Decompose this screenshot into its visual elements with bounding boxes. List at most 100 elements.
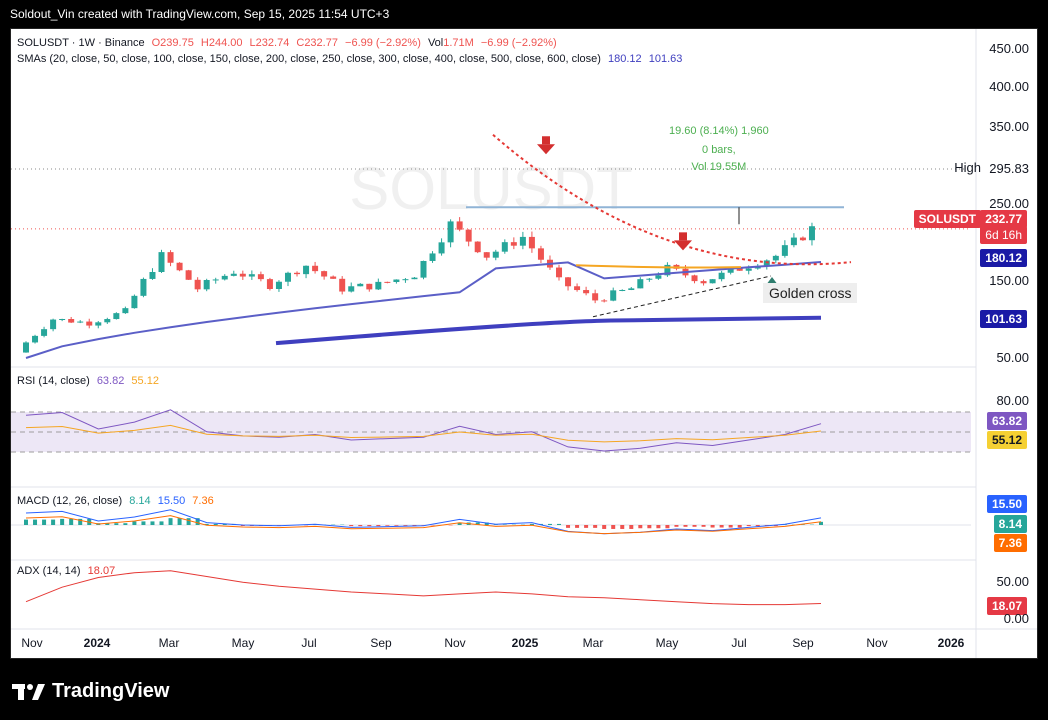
rsi-line (25, 409, 822, 452)
candle-body (528, 236, 535, 249)
rsi-value: 63.82 (96, 375, 125, 387)
candle-body (294, 272, 301, 275)
tradingview-icon (12, 683, 45, 700)
macd-histogram-bar (412, 525, 417, 526)
sma-legend[interactable]: SMAs (20, close, 50, close, 100, close, … (17, 53, 686, 65)
footer-bar (0, 659, 1048, 720)
macd-histogram-bar (755, 525, 760, 527)
macd-histogram-bar (773, 525, 778, 527)
y-tick: 450.00 (989, 41, 1029, 56)
rsi-signal-value: 55.12 (131, 375, 159, 387)
macd-histogram-bar (701, 525, 706, 527)
macd-histogram-bar (529, 523, 534, 525)
last-price-badge: 232.77 (980, 210, 1027, 228)
candle-body (583, 290, 590, 294)
x-tick: Sep (792, 636, 814, 650)
macd-histogram-bar (123, 523, 128, 525)
candle-body (691, 275, 698, 282)
candle-body (50, 319, 57, 330)
macd-histogram-bar (593, 525, 598, 528)
chart-canvas[interactable]: SOLUSDT (11, 29, 1037, 658)
adx-label: ADX (14, 14) (17, 565, 81, 577)
macd-label: MACD (12, 26, close) (17, 495, 123, 507)
y-tick: 150.00 (989, 273, 1029, 288)
macd-histogram-bar (349, 525, 354, 527)
x-tick: Jul (301, 636, 317, 650)
macd-histogram-bar (358, 525, 363, 527)
macd-histogram-bar (367, 525, 372, 527)
rsi-badge: 63.82 (986, 412, 1027, 430)
x-tick: Mar (582, 636, 604, 650)
macd-histogram-bar (24, 519, 28, 525)
macd-histogram-bar (385, 525, 390, 526)
candle-body (763, 260, 770, 267)
rsi-tick: 80.00 (996, 393, 1029, 408)
candle-body (95, 322, 102, 326)
candle-body (348, 286, 355, 292)
candle-body (167, 252, 174, 263)
y-tick: 400.00 (989, 79, 1029, 94)
candle-body (131, 295, 138, 309)
vol-change: −6.99 (−2.92%) (480, 37, 557, 49)
candle-body (808, 226, 815, 241)
macd-histogram-bar (656, 525, 661, 529)
candle-body (185, 270, 192, 280)
candle-body (655, 275, 662, 279)
candle-body (303, 265, 310, 275)
candle-body (537, 248, 544, 260)
tradingview-brand: TradingView (52, 680, 170, 702)
candle-body (330, 276, 337, 279)
macd-histogram-bar (132, 521, 137, 525)
candle-body (140, 278, 147, 296)
measure-line-3: Vol 19.55M (691, 161, 747, 173)
candle-body (248, 274, 255, 277)
macd-histogram-bar (51, 519, 56, 525)
candle-body (194, 279, 201, 290)
adx-value: 18.07 (87, 565, 116, 577)
symbol-name[interactable]: SOLUSDT · 1W · Binance (17, 37, 145, 49)
down-arrow-icon (537, 144, 555, 155)
macd-histogram-bar (475, 522, 480, 525)
macd-histogram-bar (195, 518, 200, 525)
candle-body (565, 277, 572, 287)
tradingview-logo[interactable]: TradingView (12, 680, 169, 703)
candle-body (718, 272, 725, 280)
down-arrow-icon (674, 240, 692, 251)
countdown-badge: 6d 16h (980, 226, 1027, 244)
macd-legend[interactable]: MACD (12, 26, close) 8.14 15.50 7.36 (17, 495, 218, 507)
adx-legend[interactable]: ADX (14, 14) 18.07 (17, 565, 119, 577)
rsi-legend[interactable]: RSI (14, close) 63.82 55.12 (17, 375, 163, 387)
watermark-text: SOLUSDT (349, 155, 632, 222)
candle-body (149, 272, 156, 279)
high-value: 295.83 (989, 161, 1029, 176)
macd-histogram-bar (159, 521, 164, 525)
measure-line-1: 19.60 (8.14%) 1,960 (669, 125, 769, 137)
candle-body (429, 253, 436, 261)
candle-body (592, 293, 599, 301)
macd-line (25, 509, 822, 535)
macd-histogram-bar (575, 525, 580, 528)
golden-cross-label: Golden cross (763, 283, 858, 303)
macd-histogram-bar (376, 525, 381, 527)
macd-signal-badge: 7.36 (993, 534, 1027, 552)
candle-body (339, 278, 346, 292)
candle-body (556, 267, 563, 278)
macd-histogram-bar (33, 519, 38, 525)
macd-histogram-bar (728, 525, 733, 528)
macd-histogram-bar (746, 525, 751, 527)
macd-histogram-bar (547, 523, 552, 525)
macd-histogram-bar (620, 525, 625, 529)
candle-body (384, 281, 391, 283)
macd-histogram-bar (566, 525, 571, 528)
candle-body (212, 279, 219, 281)
sma-fast-badge: 180.12 (980, 249, 1027, 267)
candle-body (23, 342, 29, 353)
ohlc-high: H244.00 (200, 37, 243, 49)
macd-histogram-bar (683, 525, 688, 527)
y-tick: 250.00 (989, 196, 1029, 211)
candle-body (664, 264, 671, 276)
candle-body (465, 229, 472, 242)
x-tick: Sep (370, 636, 392, 650)
candle-body (158, 252, 165, 273)
measure-line-2: 0 bars, (702, 144, 736, 156)
